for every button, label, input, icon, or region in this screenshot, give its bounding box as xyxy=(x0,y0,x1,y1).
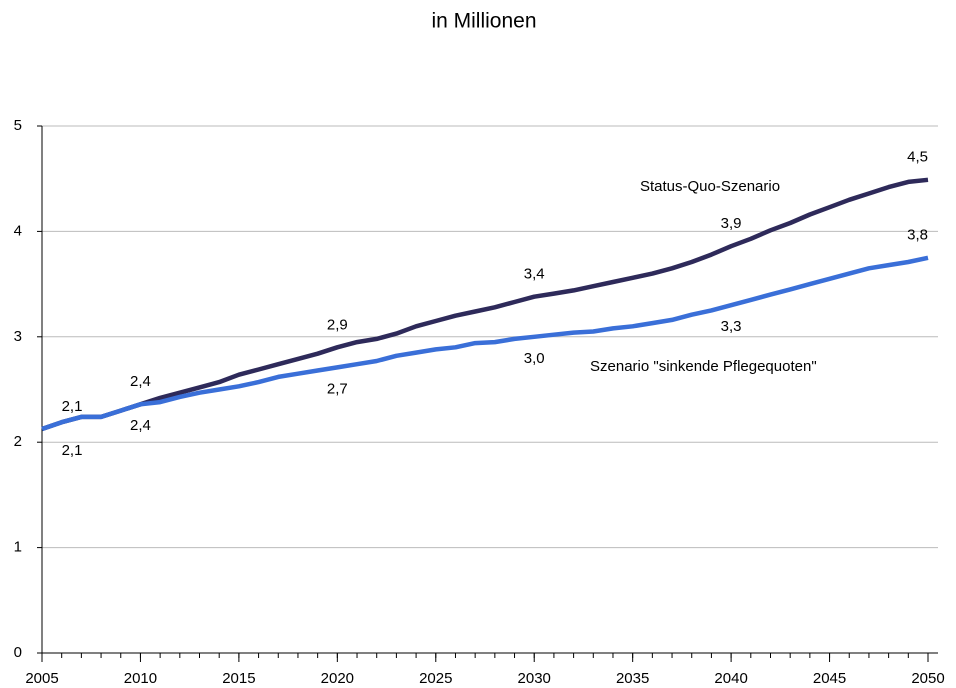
data-label: 3,3 xyxy=(721,318,742,335)
y-tick-label: 0 xyxy=(14,644,22,661)
x-tick-label: 2045 xyxy=(813,670,846,687)
data-label: 2,9 xyxy=(327,316,348,333)
data-label: 2,1 xyxy=(62,398,83,415)
x-tick-label: 2035 xyxy=(616,670,649,687)
data-label: 3,8 xyxy=(907,227,928,244)
series-label: Szenario "sinkende Pflegequoten" xyxy=(590,358,817,375)
data-label: 2,4 xyxy=(130,417,151,434)
data-label: 3,0 xyxy=(524,350,545,367)
x-tick-label: 2050 xyxy=(911,670,944,687)
data-label: 2,1 xyxy=(62,442,83,459)
x-tick-label: 2025 xyxy=(419,670,452,687)
y-tick-label: 4 xyxy=(14,222,22,239)
data-label: 3,4 xyxy=(524,266,545,283)
data-label: 2,4 xyxy=(130,373,151,390)
chart-title: in Millionen xyxy=(431,10,536,33)
x-tick-label: 2040 xyxy=(714,670,747,687)
data-label: 3,9 xyxy=(721,215,742,232)
y-tick-label: 5 xyxy=(14,117,22,134)
y-tick-label: 1 xyxy=(14,539,22,556)
data-label: 2,7 xyxy=(327,380,348,397)
y-tick-label: 3 xyxy=(14,328,22,345)
x-tick-label: 2005 xyxy=(25,670,58,687)
series-line xyxy=(41,255,929,432)
x-tick-label: 2015 xyxy=(222,670,255,687)
series-line xyxy=(41,177,929,432)
data-label: 4,5 xyxy=(907,149,928,166)
x-tick-label: 2010 xyxy=(124,670,157,687)
x-tick-label: 2020 xyxy=(321,670,354,687)
series-label: Status-Quo-Szenario xyxy=(640,178,780,195)
y-tick-label: 2 xyxy=(14,433,22,450)
x-tick-label: 2030 xyxy=(518,670,551,687)
